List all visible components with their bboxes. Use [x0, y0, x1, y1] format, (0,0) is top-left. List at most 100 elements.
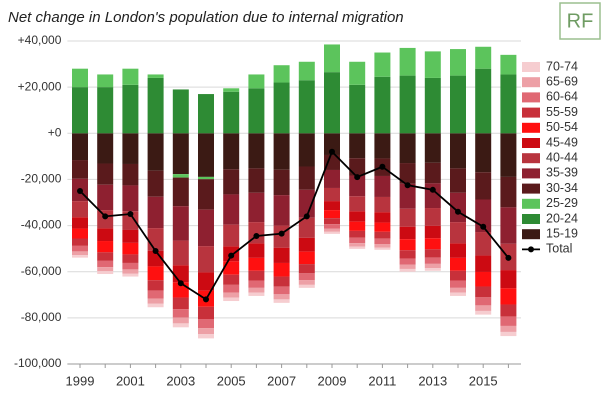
bar-segment [122, 68, 139, 85]
total-point [102, 213, 109, 220]
legend-label: 55-59 [546, 105, 578, 119]
bar-segment [298, 217, 315, 238]
bar-segment [97, 241, 114, 253]
legend-swatch [522, 214, 540, 224]
bar-segment [147, 77, 164, 134]
bar-segment [298, 273, 315, 281]
legend-label: 60-64 [546, 90, 578, 104]
y-tick-label: +0 [48, 125, 62, 139]
bar-segment [399, 75, 416, 134]
bar-segment [450, 168, 466, 193]
bar-segment [122, 254, 139, 263]
bar-segment [147, 280, 164, 291]
bar-segment [500, 288, 517, 305]
bar-segment [273, 169, 290, 196]
bar-segment [223, 274, 240, 285]
total-point [77, 187, 83, 194]
total-point [455, 208, 461, 215]
bar-segment [424, 77, 441, 134]
bar-segment [298, 280, 315, 285]
bar-segment [424, 162, 441, 184]
bar-segment [172, 177, 189, 207]
x-tick-label: 2007 [267, 373, 296, 388]
bar-segment [324, 218, 340, 225]
total-line [79, 150, 510, 301]
bar-segment [324, 201, 340, 211]
bar-segment [172, 206, 189, 241]
bar-segment [248, 243, 265, 258]
total-point [404, 182, 411, 189]
bar-segment [97, 260, 114, 268]
bar-segment [450, 222, 466, 244]
x-tick-label: 2009 [318, 373, 347, 388]
bar-segment [298, 61, 315, 81]
bar-segment [349, 243, 366, 247]
bar-segment [172, 265, 189, 283]
bar-segment [349, 61, 366, 85]
bar-segment [475, 232, 492, 256]
bar-segment [475, 286, 492, 298]
bar-segment [399, 47, 416, 76]
bar-segment [248, 257, 265, 271]
bar-segment [223, 297, 240, 302]
bar-segment [172, 89, 189, 134]
bar-segment [475, 133, 492, 173]
legend-label: 70-74 [546, 59, 578, 73]
bar-segment [97, 74, 114, 88]
total-point [303, 213, 310, 220]
legend-swatch [522, 183, 540, 194]
total-point [152, 247, 159, 254]
total-point [228, 252, 235, 259]
bar-segment [500, 176, 517, 208]
bar-segment [399, 239, 416, 251]
legend-label: 15-19 [546, 226, 578, 240]
bar-segment [399, 133, 416, 164]
bar-segment [500, 74, 517, 134]
bar-segment [500, 331, 517, 337]
bar-segment [122, 269, 139, 274]
bar-segment [122, 273, 139, 277]
legend-swatch [522, 138, 540, 148]
x-tick-label: 2015 [469, 373, 498, 388]
bar-segment [374, 133, 391, 159]
bar-segment [475, 68, 492, 134]
legend-label: 40-44 [546, 150, 578, 164]
bar-segment [122, 262, 139, 270]
legend-label: 65-69 [546, 74, 578, 88]
bar-segment [172, 133, 189, 175]
legend-label: 35-39 [546, 166, 578, 180]
bar-segment [349, 230, 366, 238]
bar-segment [500, 325, 517, 332]
legend-swatch [522, 122, 540, 133]
bar-segment [374, 247, 391, 250]
legend-label: 50-54 [546, 120, 578, 134]
bar-segment [223, 284, 240, 293]
bar-segment [349, 237, 366, 244]
bar-segment [122, 185, 139, 212]
bar-segment [349, 84, 366, 134]
bar-segment [198, 133, 214, 177]
bar-segment [147, 170, 164, 197]
bar-segment [475, 255, 492, 272]
legend-swatch [522, 229, 540, 240]
bar-segment [475, 297, 492, 306]
bar-segment [122, 242, 139, 255]
bar-segment [248, 192, 265, 223]
bar-segment [147, 266, 164, 281]
bar-segment [399, 226, 416, 240]
bar-segment [475, 46, 492, 69]
bar-segment [424, 268, 441, 271]
bar-segment [298, 80, 315, 134]
bar-segment [147, 133, 164, 171]
bar-segment [172, 297, 189, 310]
y-tick-label: -40,000 [21, 218, 62, 232]
bar-segment [248, 270, 265, 281]
bar-segment [72, 251, 88, 256]
chart-title: Net change in London's population due to… [8, 9, 404, 26]
bar-segment [374, 52, 391, 77]
bar-segment [223, 261, 240, 275]
bar-segment [374, 175, 391, 197]
bar-segment [273, 294, 290, 300]
bar-segment [122, 229, 139, 243]
